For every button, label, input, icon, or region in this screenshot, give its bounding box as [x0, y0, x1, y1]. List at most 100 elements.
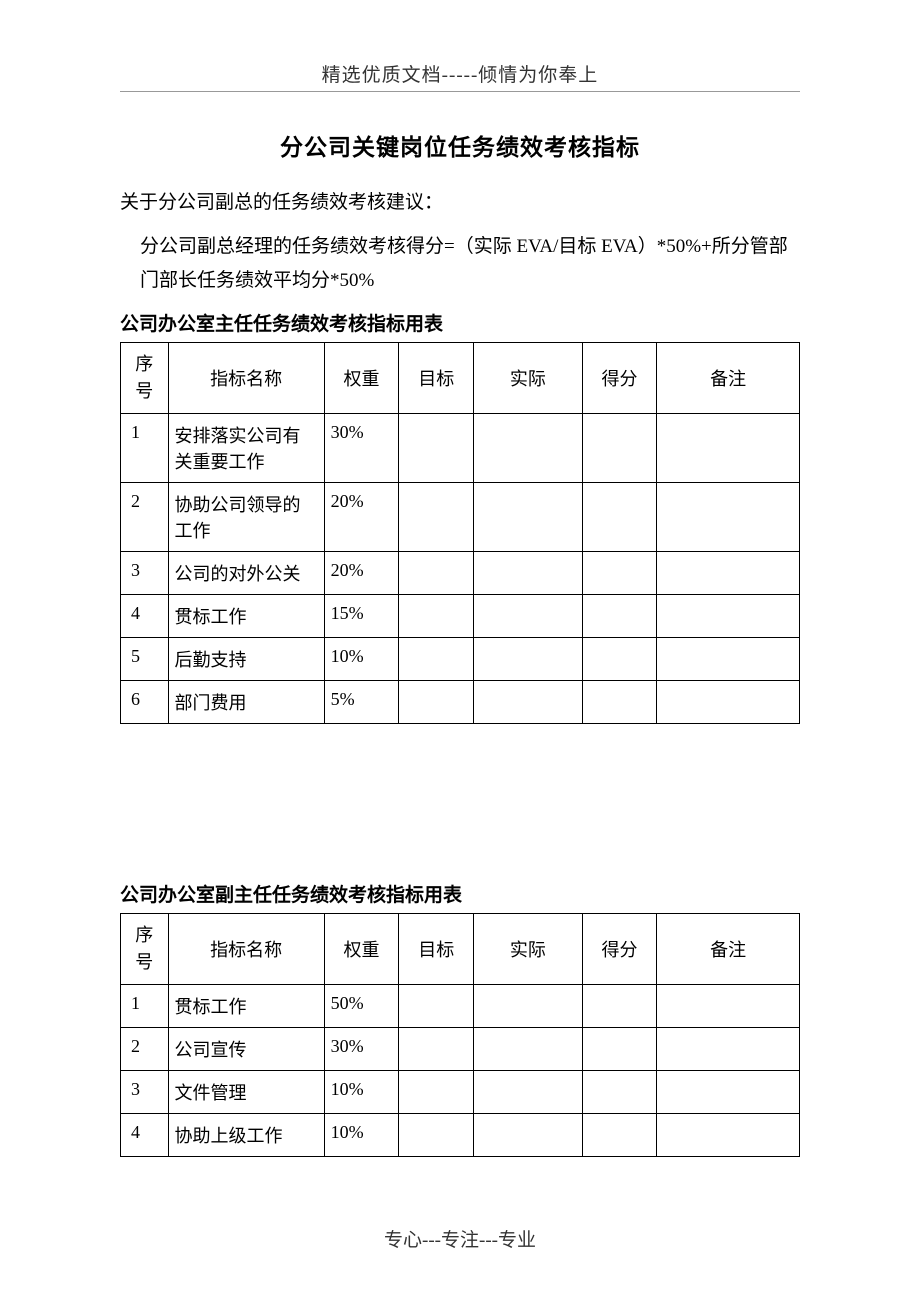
- table-row: 2 公司宣传 30%: [121, 1027, 800, 1070]
- table1: 序号 指标名称 权重 目标 实际 得分 备注 1 安排落实公司有关重要工作 30…: [120, 342, 800, 724]
- cell-target: [399, 482, 474, 551]
- col-header-seq: 序号: [121, 913, 169, 984]
- cell-name: 文件管理: [168, 1070, 324, 1113]
- cell-weight: 10%: [324, 1070, 399, 1113]
- cell-score: [582, 413, 657, 482]
- cell-score: [582, 1113, 657, 1156]
- cell-actual: [474, 594, 583, 637]
- col-header-name: 指标名称: [168, 342, 324, 413]
- table-row: 1 安排落实公司有关重要工作 30%: [121, 413, 800, 482]
- cell-target: [399, 680, 474, 723]
- cell-weight: 10%: [324, 637, 399, 680]
- table-row: 4 协助上级工作 10%: [121, 1113, 800, 1156]
- cell-score: [582, 594, 657, 637]
- cell-weight: 30%: [324, 1027, 399, 1070]
- cell-target: [399, 1070, 474, 1113]
- cell-remark: [657, 482, 800, 551]
- table-row: 3 公司的对外公关 20%: [121, 551, 800, 594]
- cell-name: 协助公司领导的工作: [168, 482, 324, 551]
- cell-score: [582, 1027, 657, 1070]
- cell-remark: [657, 984, 800, 1027]
- table-row: 5 后勤支持 10%: [121, 637, 800, 680]
- cell-score: [582, 551, 657, 594]
- table-header-row: 序号 指标名称 权重 目标 实际 得分 备注: [121, 913, 800, 984]
- cell-score: [582, 1070, 657, 1113]
- table-row: 3 文件管理 10%: [121, 1070, 800, 1113]
- col-header-actual: 实际: [474, 342, 583, 413]
- cell-name: 公司的对外公关: [168, 551, 324, 594]
- page-header: 精选优质文档-----倾情为你奉上: [120, 60, 800, 87]
- intro-line-2: 分公司副总经理的任务绩效考核得分=（实际 EVA/目标 EVA）*50%+所分管…: [120, 230, 800, 298]
- header-divider: [120, 91, 800, 92]
- col-header-score: 得分: [582, 913, 657, 984]
- cell-actual: [474, 984, 583, 1027]
- cell-name: 安排落实公司有关重要工作: [168, 413, 324, 482]
- cell-target: [399, 594, 474, 637]
- cell-remark: [657, 551, 800, 594]
- col-header-remark: 备注: [657, 342, 800, 413]
- cell-seq: 2: [121, 482, 169, 551]
- cell-name: 后勤支持: [168, 637, 324, 680]
- cell-target: [399, 984, 474, 1027]
- cell-remark: [657, 594, 800, 637]
- cell-actual: [474, 413, 583, 482]
- table2-title: 公司办公室副主任任务绩效考核指标用表: [120, 880, 800, 907]
- cell-weight: 10%: [324, 1113, 399, 1156]
- cell-remark: [657, 1113, 800, 1156]
- col-header-seq: 序号: [121, 342, 169, 413]
- table1-title: 公司办公室主任任务绩效考核指标用表: [120, 309, 800, 336]
- cell-name: 公司宣传: [168, 1027, 324, 1070]
- cell-seq: 5: [121, 637, 169, 680]
- cell-weight: 30%: [324, 413, 399, 482]
- col-header-name: 指标名称: [168, 913, 324, 984]
- cell-weight: 20%: [324, 482, 399, 551]
- cell-weight: 20%: [324, 551, 399, 594]
- table-row: 6 部门费用 5%: [121, 680, 800, 723]
- col-header-target: 目标: [399, 913, 474, 984]
- cell-actual: [474, 1027, 583, 1070]
- col-header-actual: 实际: [474, 913, 583, 984]
- cell-target: [399, 1113, 474, 1156]
- cell-actual: [474, 1070, 583, 1113]
- cell-name: 贯标工作: [168, 594, 324, 637]
- cell-remark: [657, 637, 800, 680]
- table-row: 2 协助公司领导的工作 20%: [121, 482, 800, 551]
- cell-name: 部门费用: [168, 680, 324, 723]
- cell-weight: 15%: [324, 594, 399, 637]
- cell-score: [582, 637, 657, 680]
- table-row: 4 贯标工作 15%: [121, 594, 800, 637]
- cell-score: [582, 482, 657, 551]
- cell-seq: 2: [121, 1027, 169, 1070]
- cell-actual: [474, 637, 583, 680]
- table2: 序号 指标名称 权重 目标 实际 得分 备注 1 贯标工作 50% 2 公司宣传…: [120, 913, 800, 1157]
- cell-target: [399, 551, 474, 594]
- cell-remark: [657, 1027, 800, 1070]
- cell-target: [399, 637, 474, 680]
- col-header-weight: 权重: [324, 913, 399, 984]
- table-row: 1 贯标工作 50%: [121, 984, 800, 1027]
- cell-actual: [474, 482, 583, 551]
- cell-remark: [657, 680, 800, 723]
- main-title: 分公司关键岗位任务绩效考核指标: [120, 128, 800, 162]
- cell-score: [582, 984, 657, 1027]
- spacer: [120, 730, 800, 870]
- cell-remark: [657, 1070, 800, 1113]
- cell-weight: 5%: [324, 680, 399, 723]
- cell-seq: 4: [121, 594, 169, 637]
- page-footer: 专心---专注---专业: [0, 1225, 920, 1252]
- cell-target: [399, 413, 474, 482]
- cell-target: [399, 1027, 474, 1070]
- cell-score: [582, 680, 657, 723]
- col-header-target: 目标: [399, 342, 474, 413]
- cell-name: 贯标工作: [168, 984, 324, 1027]
- cell-actual: [474, 680, 583, 723]
- cell-actual: [474, 551, 583, 594]
- intro-line-1: 关于分公司副总的任务绩效考核建议：: [120, 186, 800, 220]
- cell-seq: 4: [121, 1113, 169, 1156]
- col-header-remark: 备注: [657, 913, 800, 984]
- cell-seq: 1: [121, 984, 169, 1027]
- col-header-weight: 权重: [324, 342, 399, 413]
- cell-name: 协助上级工作: [168, 1113, 324, 1156]
- cell-remark: [657, 413, 800, 482]
- table-header-row: 序号 指标名称 权重 目标 实际 得分 备注: [121, 342, 800, 413]
